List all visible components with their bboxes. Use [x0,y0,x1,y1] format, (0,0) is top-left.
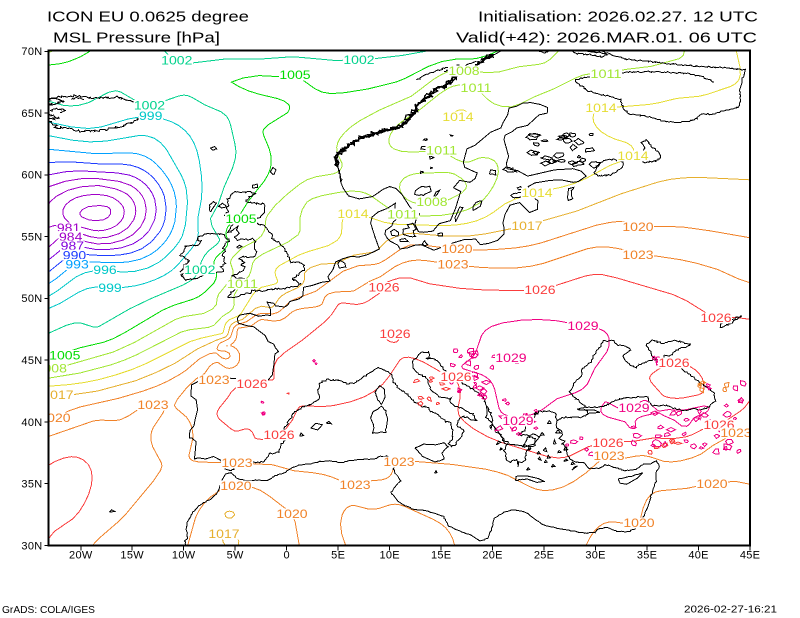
svg-text:50N: 50N [21,293,42,305]
svg-text:1023: 1023 [437,258,469,272]
svg-text:5E: 5E [331,550,345,562]
svg-text:20W: 20W [69,550,93,562]
svg-text:1002: 1002 [343,53,375,67]
svg-text:15E: 15E [431,550,451,562]
svg-text:1029: 1029 [618,401,650,415]
svg-text:1023: 1023 [593,449,625,463]
svg-text:1008: 1008 [416,195,448,209]
svg-text:1020: 1020 [696,477,728,491]
svg-text:60N: 60N [21,170,42,182]
svg-text:1002: 1002 [161,53,193,67]
svg-text:5W: 5W [227,550,244,562]
svg-text:1026: 1026 [524,283,556,297]
svg-text:1023: 1023 [198,373,230,387]
svg-text:1017: 1017 [42,388,74,402]
svg-text:1011: 1011 [460,81,492,95]
svg-text:ICON EU 0.0625 degree: ICON EU 0.0625 degree [47,9,249,26]
svg-text:10E: 10E [379,550,399,562]
svg-text:1017: 1017 [208,527,240,541]
svg-text:1011: 1011 [590,67,622,81]
svg-text:1014: 1014 [585,101,617,115]
svg-text:1002: 1002 [184,263,216,277]
svg-text:55N: 55N [21,231,42,243]
svg-text:1023: 1023 [221,456,253,470]
svg-text:1023: 1023 [383,455,415,469]
svg-text:1026: 1026 [263,428,295,442]
svg-text:35N: 35N [21,479,42,491]
svg-text:10W: 10W [172,550,196,562]
svg-text:1020: 1020 [276,507,308,521]
svg-text:1026: 1026 [440,370,472,384]
svg-text:1023: 1023 [720,426,752,440]
svg-text:1020: 1020 [622,220,654,234]
svg-text:1008: 1008 [36,361,68,375]
svg-text:1026: 1026 [700,311,732,325]
svg-text:15W: 15W [120,550,144,562]
svg-text:1017: 1017 [511,219,543,233]
svg-text:1014: 1014 [442,110,474,124]
svg-text:1011: 1011 [387,207,419,221]
svg-text:1026: 1026 [368,281,400,295]
svg-text:70N: 70N [21,46,42,58]
svg-text:1029: 1029 [567,319,599,333]
svg-text:1014: 1014 [521,186,553,200]
svg-text:1005: 1005 [49,349,81,363]
svg-text:Initialisation: 2026.02.27. 12: Initialisation: 2026.02.27. 12 UTC [478,8,758,25]
svg-text:1011: 1011 [426,144,458,158]
svg-text:1026: 1026 [236,377,268,391]
svg-text:1005: 1005 [279,68,311,82]
svg-text:1002: 1002 [134,99,166,113]
svg-text:1014: 1014 [337,207,369,221]
svg-text:GrADS: COLA/IGES: GrADS: COLA/IGES [2,604,95,616]
svg-text:999: 999 [98,281,122,295]
svg-text:2026-02-27-16:21: 2026-02-27-16:21 [684,604,777,616]
svg-text:1020: 1020 [39,411,71,425]
svg-text:1020: 1020 [441,242,473,256]
svg-text:999: 999 [139,109,163,123]
svg-text:1014: 1014 [617,149,649,163]
svg-text:40N: 40N [21,417,42,429]
svg-text:984: 984 [59,230,83,244]
svg-text:1020: 1020 [220,479,252,493]
svg-text:1029: 1029 [495,351,527,365]
svg-text:35E: 35E [637,550,657,562]
svg-text:1026: 1026 [379,327,411,341]
svg-text:1011: 1011 [227,277,259,291]
svg-text:1029: 1029 [502,414,534,428]
svg-text:1020: 1020 [623,516,655,530]
svg-text:30N: 30N [21,540,42,552]
svg-text:1005: 1005 [225,212,257,226]
svg-text:Valid(+42): 2026.MAR.01. 06 UT: Valid(+42): 2026.MAR.01. 06 UTC [456,29,757,46]
svg-text:MSL Pressure [hPa]: MSL Pressure [hPa] [53,30,220,47]
svg-text:996: 996 [93,263,117,277]
svg-text:1023: 1023 [137,398,169,412]
svg-text:20E: 20E [482,550,502,562]
svg-text:1023: 1023 [622,248,654,262]
svg-text:990: 990 [63,248,87,262]
svg-text:25E: 25E [534,550,554,562]
svg-text:30E: 30E [585,550,605,562]
svg-text:1008: 1008 [448,64,480,78]
svg-text:45E: 45E [740,550,760,562]
svg-text:993: 993 [65,258,89,272]
svg-text:0: 0 [283,550,289,562]
svg-text:65N: 65N [21,108,42,120]
svg-text:40E: 40E [688,550,708,562]
svg-text:1023: 1023 [339,478,371,492]
svg-text:45N: 45N [21,355,42,367]
svg-text:1026: 1026 [592,436,624,450]
svg-text:1026: 1026 [658,356,690,370]
